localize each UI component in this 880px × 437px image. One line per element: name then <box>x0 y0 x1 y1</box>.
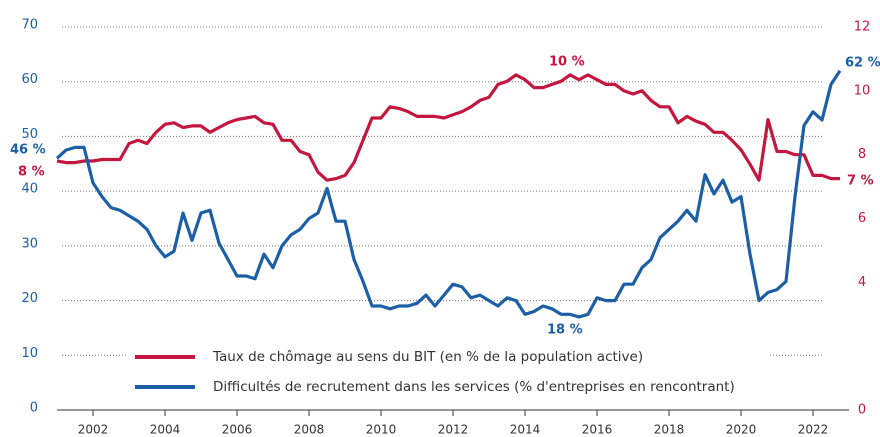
series-line <box>55 69 842 319</box>
series-line <box>56 73 840 182</box>
legend-label: Difficultés de recrutement dans les serv… <box>213 379 735 395</box>
annotation: 10 % <box>549 55 585 70</box>
x-tick-label: 2012 <box>438 423 469 437</box>
x-tick-label: 2004 <box>150 423 181 437</box>
y2-tick-label: 8 <box>858 147 866 162</box>
y-tick-label: 10 <box>21 346 38 361</box>
y-tick-label: 20 <box>21 291 38 306</box>
y2-tick-label: 10 <box>854 83 871 98</box>
y2-tick-label: 6 <box>858 211 866 226</box>
y2-tick-label: 0 <box>858 403 866 418</box>
y-tick-label: 70 <box>21 18 38 33</box>
annotation: 8 % <box>18 165 45 180</box>
legend-label: Taux de chômage au sens du BIT (en % de … <box>212 349 643 365</box>
x-tick-label: 2008 <box>294 423 325 437</box>
x-tick-label: 2018 <box>654 423 685 437</box>
x-tick-label: 2020 <box>726 423 757 437</box>
x-tick-label: 2010 <box>366 423 397 437</box>
y-tick-label: 0 <box>30 401 38 416</box>
annotation: 18 % <box>547 323 583 338</box>
y-tick-label: 50 <box>21 127 38 142</box>
annotation: 7 % <box>847 174 874 189</box>
annotation: 62 % <box>845 56 880 71</box>
x-tick-label: 2022 <box>798 423 829 437</box>
y-tick-label: 60 <box>21 72 38 87</box>
x-tick-label: 2014 <box>510 423 541 437</box>
y-tick-label: 40 <box>21 182 38 197</box>
x-tick-label: 2006 <box>222 423 253 437</box>
y-tick-label: 30 <box>21 236 38 251</box>
annotation: 46 % <box>10 143 46 158</box>
x-tick-label: 2016 <box>582 423 613 437</box>
y2-tick-label: 4 <box>858 275 866 290</box>
y2-tick-label: 12 <box>854 20 871 35</box>
legend-box <box>128 342 768 400</box>
x-tick-label: 2002 <box>78 423 109 437</box>
